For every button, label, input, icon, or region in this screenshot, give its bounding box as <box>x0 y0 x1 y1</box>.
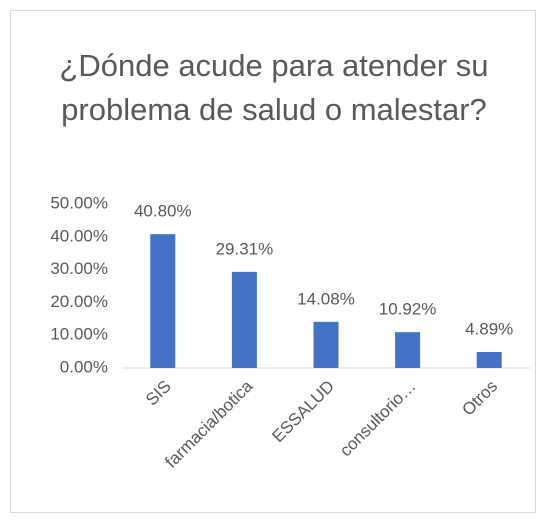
y-tick-label: 50.00% <box>50 193 108 212</box>
bar <box>231 271 257 368</box>
data-label: 4.89% <box>465 319 513 338</box>
y-tick-label: 20.00% <box>50 292 108 311</box>
data-label: 29.31% <box>216 239 274 258</box>
bar <box>395 332 421 368</box>
y-tick-label: 30.00% <box>50 259 108 278</box>
y-tick-label: 0.00% <box>60 357 108 376</box>
y-tick-label: 40.00% <box>50 226 108 245</box>
x-tick-label: Otros <box>458 377 501 420</box>
data-label: 14.08% <box>297 289 355 308</box>
x-tick-label: farmacia/botica <box>161 376 256 471</box>
bar <box>150 234 176 368</box>
bar <box>313 321 339 368</box>
chart-title: ¿Dónde acude para atender su problema de… <box>59 48 489 127</box>
chart-frame <box>10 10 536 513</box>
data-label: 40.80% <box>134 202 192 221</box>
x-tick-label: SIS <box>142 377 175 410</box>
data-label: 10.92% <box>379 300 437 319</box>
x-tick-label: ESSALUD <box>268 377 338 447</box>
x-tick-label: consultorio… <box>336 377 420 461</box>
bar <box>476 351 502 368</box>
y-tick-label: 10.00% <box>50 325 108 344</box>
